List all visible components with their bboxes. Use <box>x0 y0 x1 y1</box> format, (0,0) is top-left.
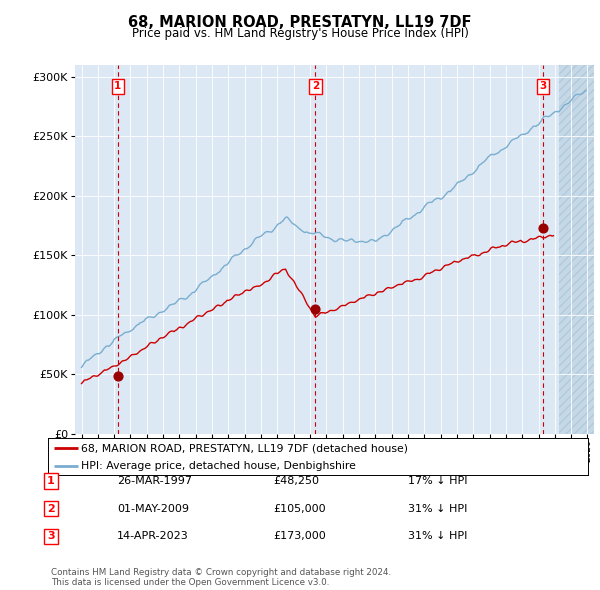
Text: 68, MARION ROAD, PRESTATYN, LL19 7DF: 68, MARION ROAD, PRESTATYN, LL19 7DF <box>128 15 472 30</box>
Text: 26-MAR-1997: 26-MAR-1997 <box>117 476 192 486</box>
Text: 31% ↓ HPI: 31% ↓ HPI <box>408 532 467 541</box>
Text: 14-APR-2023: 14-APR-2023 <box>117 532 189 541</box>
Text: 1: 1 <box>114 81 122 91</box>
Text: £173,000: £173,000 <box>273 532 326 541</box>
Bar <box>559 65 594 434</box>
Text: 2: 2 <box>312 81 319 91</box>
Text: £48,250: £48,250 <box>273 476 319 486</box>
Text: 1: 1 <box>47 476 55 486</box>
Text: 68, MARION ROAD, PRESTATYN, LL19 7DF (detached house): 68, MARION ROAD, PRESTATYN, LL19 7DF (de… <box>82 443 409 453</box>
Point <box>311 304 320 313</box>
Text: 17% ↓ HPI: 17% ↓ HPI <box>408 476 467 486</box>
Text: HPI: Average price, detached house, Denbighshire: HPI: Average price, detached house, Denb… <box>82 461 356 471</box>
Point <box>538 223 548 232</box>
Text: £105,000: £105,000 <box>273 504 326 513</box>
Text: 2: 2 <box>47 504 55 513</box>
Text: 3: 3 <box>47 532 55 541</box>
Text: 31% ↓ HPI: 31% ↓ HPI <box>408 504 467 513</box>
Bar <box>559 65 594 434</box>
Text: 01-MAY-2009: 01-MAY-2009 <box>117 504 189 513</box>
Text: Contains HM Land Registry data © Crown copyright and database right 2024.
This d: Contains HM Land Registry data © Crown c… <box>51 568 391 587</box>
Text: 3: 3 <box>539 81 547 91</box>
Text: Price paid vs. HM Land Registry's House Price Index (HPI): Price paid vs. HM Land Registry's House … <box>131 27 469 40</box>
Point <box>113 372 123 381</box>
